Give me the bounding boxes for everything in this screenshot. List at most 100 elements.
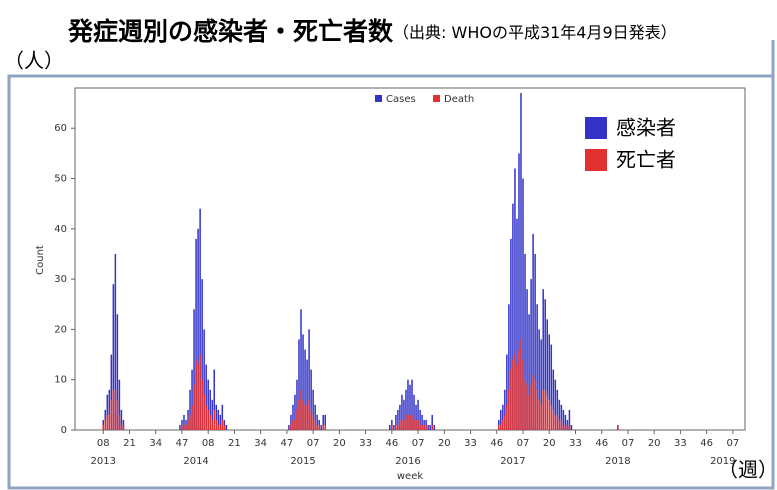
bar <box>526 289 528 430</box>
bar <box>558 399 561 430</box>
legend-swatch <box>433 95 440 102</box>
bar <box>221 404 224 430</box>
bar <box>538 399 540 430</box>
bar <box>407 379 409 430</box>
bar <box>213 409 216 430</box>
bar <box>296 379 298 430</box>
bar <box>548 399 551 430</box>
bar <box>500 424 502 430</box>
bar <box>421 414 423 430</box>
bar <box>498 424 500 430</box>
bar <box>401 394 403 430</box>
bar <box>193 384 195 430</box>
bar <box>512 359 514 430</box>
bar <box>197 228 199 430</box>
bar <box>215 404 218 430</box>
x-tick-label: 07 <box>412 438 425 449</box>
bar <box>199 354 201 430</box>
bar <box>407 414 409 430</box>
bar <box>514 168 516 430</box>
bar <box>417 399 419 430</box>
y-tick-label: 0 <box>61 425 67 436</box>
x-tick-label: 07 <box>727 438 740 449</box>
bar <box>508 304 510 430</box>
bar <box>122 424 125 430</box>
bar <box>548 334 551 430</box>
bar <box>566 424 569 430</box>
bar <box>540 404 542 430</box>
x-tick-label: 07 <box>622 438 635 449</box>
bar <box>304 404 306 430</box>
bar <box>540 339 542 430</box>
bar <box>219 414 222 430</box>
x-tick-label: 33 <box>359 438 372 449</box>
bar <box>522 359 524 430</box>
bar <box>114 253 117 430</box>
bar <box>298 399 300 430</box>
bar <box>189 414 191 430</box>
bar <box>570 424 573 430</box>
bar <box>320 424 322 430</box>
bar <box>195 359 197 430</box>
bar <box>310 409 312 430</box>
bar <box>514 354 516 430</box>
bar <box>217 424 220 430</box>
y-tick-label: 40 <box>54 224 67 235</box>
bar <box>417 419 419 430</box>
bar <box>219 424 222 430</box>
bar <box>536 304 538 430</box>
bar <box>209 414 211 430</box>
bar <box>298 339 300 430</box>
x-tick-label: 20 <box>648 438 661 449</box>
x-tick-label: 21 <box>228 438 241 449</box>
bar <box>308 329 310 430</box>
bar <box>502 404 504 430</box>
bar <box>399 419 401 430</box>
x-tick-label: 08 <box>202 438 215 449</box>
bar <box>120 409 123 430</box>
bar <box>191 369 193 430</box>
bar <box>197 364 199 430</box>
bar <box>213 369 216 430</box>
bar <box>544 389 546 430</box>
x-tick-label: 33 <box>674 438 687 449</box>
x-axis-label: week <box>397 471 423 482</box>
x-tick-label: 21 <box>123 438 136 449</box>
bar <box>112 389 115 430</box>
bar <box>538 329 540 430</box>
bar <box>211 399 213 430</box>
bar <box>294 419 296 430</box>
bar <box>411 379 413 430</box>
bar <box>187 419 189 430</box>
bar <box>403 419 405 430</box>
year-label: 2017 <box>500 456 525 467</box>
bar <box>292 404 294 430</box>
bar <box>397 409 399 430</box>
legend-swatch <box>375 95 382 102</box>
x-tick-label: 47 <box>176 438 189 449</box>
bar <box>322 414 324 430</box>
bar <box>419 409 421 430</box>
legend-label: Cases <box>386 94 416 105</box>
bar <box>296 409 298 430</box>
bar <box>116 314 119 430</box>
bar <box>310 369 312 430</box>
bar <box>413 419 415 430</box>
x-tick-label: 20 <box>438 438 451 449</box>
bar <box>560 404 563 430</box>
x-tick-label: 33 <box>464 438 477 449</box>
x-tick-label: 46 <box>490 438 503 449</box>
bar <box>526 384 528 430</box>
bar <box>399 404 401 430</box>
year-label: 2019 <box>710 456 735 467</box>
bar <box>409 384 411 430</box>
bar <box>308 399 310 430</box>
bar <box>300 389 302 430</box>
x-tick-label: 34 <box>254 438 267 449</box>
bar <box>431 424 433 430</box>
bar <box>568 424 571 430</box>
bar <box>205 364 207 430</box>
x-tick-label: 07 <box>307 438 320 449</box>
bar <box>223 424 226 430</box>
